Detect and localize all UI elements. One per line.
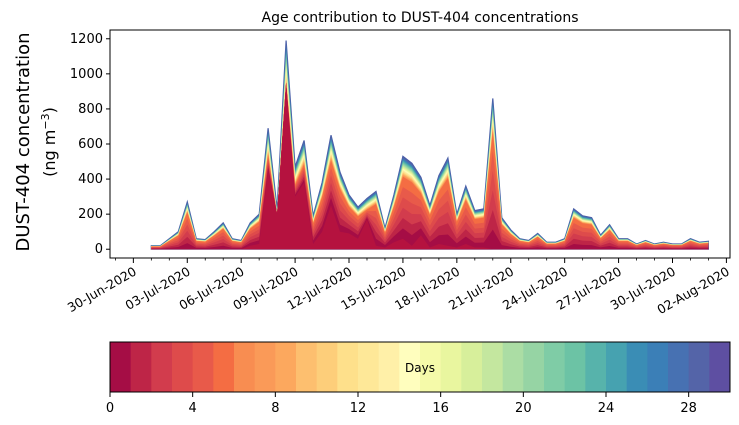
colorbar-swatch — [502, 342, 524, 392]
colorbar-swatch — [709, 342, 731, 392]
colorbar-tick-label: 24 — [598, 401, 615, 416]
y-tick-label: 200 — [78, 207, 103, 222]
colorbar-swatch — [275, 342, 297, 392]
colorbar-swatch — [461, 342, 483, 392]
colorbar-swatch — [420, 342, 442, 392]
colorbar-swatch — [337, 342, 359, 392]
colorbar-tick-label: 12 — [350, 401, 367, 416]
colorbar-swatch — [668, 342, 690, 392]
y-tick-label: 400 — [78, 172, 103, 187]
axes: 02004006008001000120030-Jun-202003-Jul-2… — [65, 29, 732, 317]
colorbar-swatch — [378, 342, 400, 392]
colorbar-frame — [109, 341, 731, 393]
colorbar-swatch — [316, 342, 338, 392]
colorbar-swatch — [523, 342, 545, 392]
age-band-4 — [151, 82, 709, 250]
colorbar-swatch — [544, 342, 566, 392]
colorbar-swatch — [358, 342, 380, 392]
colorbar-swatch — [130, 342, 152, 392]
y-axis-label-line2: (ng m−3) — [39, 107, 59, 177]
colorbar-tick-label: 8 — [271, 401, 279, 416]
colorbar-tick-label: 16 — [432, 401, 449, 416]
colorbar-tick-label: 28 — [680, 401, 697, 416]
colorbar: Days 0 4 8 12 16 20 24 28 — [106, 341, 731, 416]
colorbar-tick-label: 20 — [515, 401, 532, 416]
colorbar-swatch — [482, 342, 504, 392]
colorbar-swatch — [110, 342, 132, 392]
y-tick-label: 1000 — [70, 67, 103, 82]
y-axis-label-line1: DUST-404 concentration — [13, 32, 34, 251]
colorbar-swatch — [688, 342, 710, 392]
colorbar-swatch — [296, 342, 318, 392]
y-tick-label: 600 — [78, 137, 103, 152]
colorbar-swatch — [585, 342, 607, 392]
y-tick-label: 1200 — [70, 32, 103, 47]
colorbar-swatch — [151, 342, 173, 392]
y-tick-label: 0 — [95, 242, 103, 257]
age-band-youngest — [151, 82, 709, 250]
y-axis-label: DUST-404 concentration (ng m−3) — [13, 32, 59, 251]
colorbar-tick-label: 0 — [106, 401, 114, 416]
colorbar-tick-label: 4 — [189, 401, 197, 416]
colorbar-swatch — [440, 342, 462, 392]
stacked-areas — [150, 40, 709, 250]
colorbar-swatch — [192, 342, 214, 392]
colorbar-swatch — [647, 342, 669, 392]
y-tick-label: 800 — [78, 102, 103, 117]
colorbar-swatch — [213, 342, 235, 392]
colorbar-swatch — [254, 342, 276, 392]
colorbar-swatch — [172, 342, 194, 392]
colorbar-swatch — [564, 342, 586, 392]
colorbar-swatch — [399, 342, 421, 392]
colorbar-label: Days — [405, 361, 435, 375]
colorbar-swatch — [606, 342, 628, 392]
colorbar-swatch — [234, 342, 256, 392]
colorbar-swatch — [626, 342, 648, 392]
chart-title: Age contribution to DUST-404 concentrati… — [262, 10, 579, 26]
